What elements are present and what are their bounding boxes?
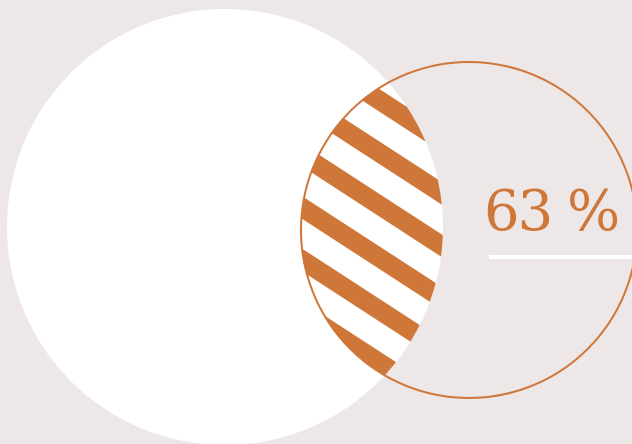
left-set-circle (7, 9, 443, 444)
overlap-percentage-label: 63 % (484, 179, 620, 244)
right-set-circle (300, 61, 632, 399)
label-underline (489, 255, 632, 259)
intersection-region (301, 62, 443, 398)
